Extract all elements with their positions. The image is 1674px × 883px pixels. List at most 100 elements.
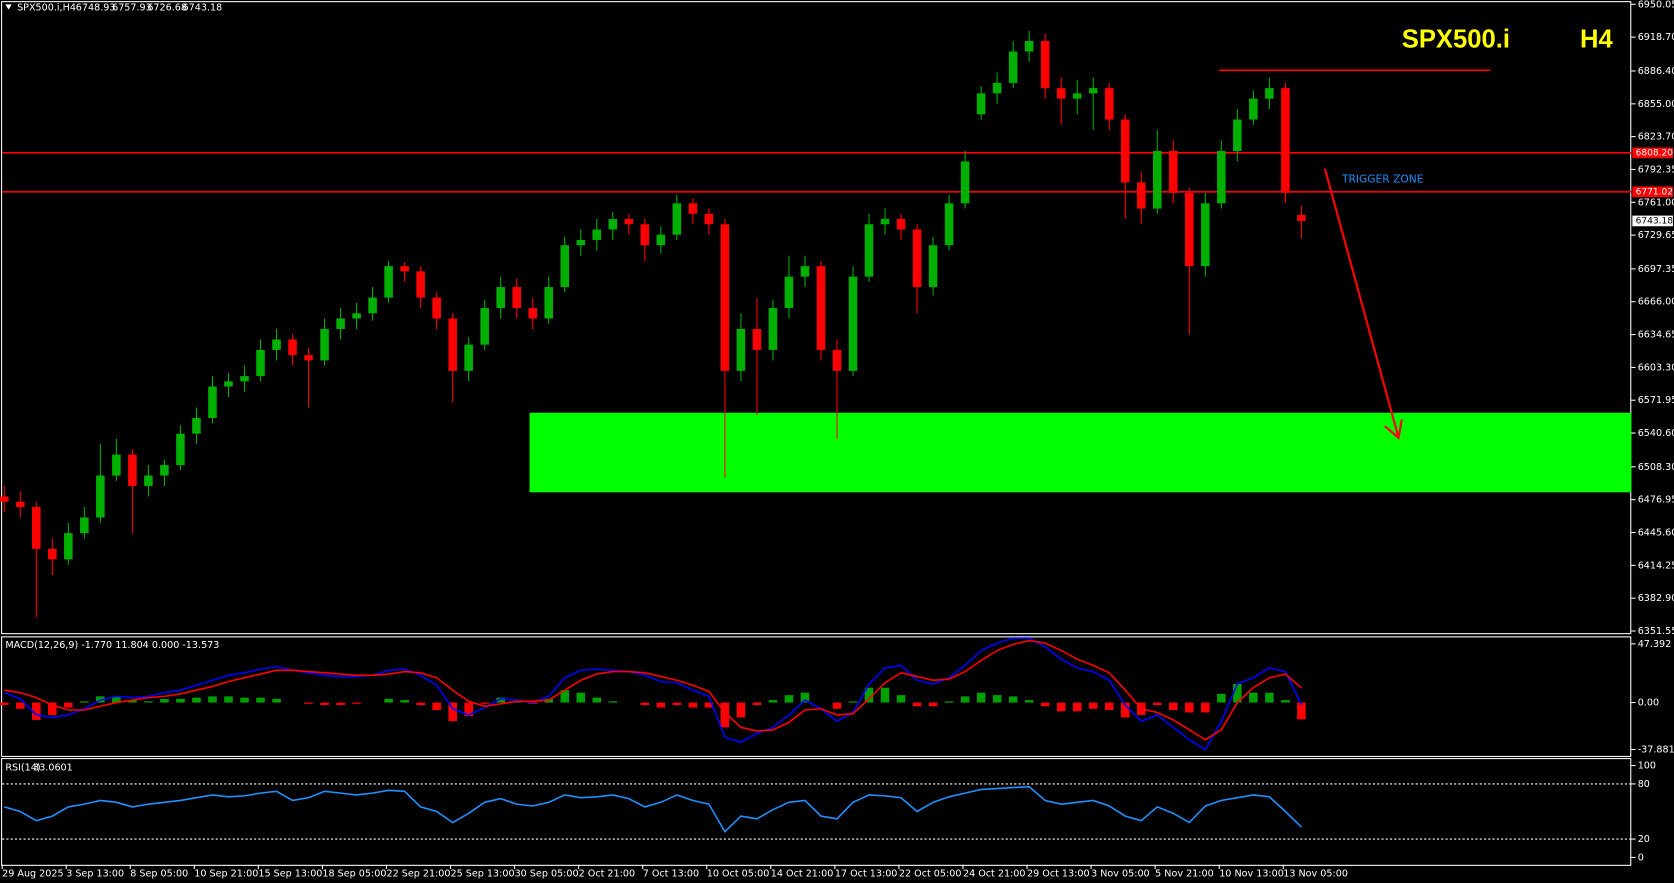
rsi-last: 33.0601 [33, 763, 73, 774]
ohlc-low: 6726.68 [147, 3, 187, 14]
candle-body [496, 287, 505, 309]
candle-body [80, 517, 89, 534]
y-tick-label: 6950.05 [1638, 0, 1674, 10]
histogram-bar [48, 702, 57, 715]
y-tick-label: 0.00 [1638, 698, 1659, 709]
histogram-bar [1088, 702, 1098, 709]
histogram-bar [896, 695, 906, 703]
x-tick-label: 17 Oct 13:00 [835, 868, 898, 879]
histogram-bar [304, 702, 313, 704]
x-tick-label: 10 Nov 13:00 [1219, 868, 1284, 879]
candle-body [384, 266, 393, 298]
candle-body [1088, 88, 1098, 94]
candle-body [0, 496, 9, 502]
candle-body [576, 239, 586, 246]
y-tick-label: 6414.25 [1638, 560, 1674, 571]
candle-body [816, 266, 826, 350]
candle-body [1104, 88, 1114, 120]
macd-panel-frame [1, 636, 1632, 757]
histogram-bar [16, 702, 25, 709]
rsi-panel-frame [1, 758, 1632, 866]
candle-body [832, 349, 842, 371]
candle-body [864, 224, 874, 277]
candle-body [480, 308, 489, 345]
candle-body [656, 234, 666, 246]
y-tick-label: 6918.70 [1638, 32, 1674, 43]
candle-body [416, 271, 425, 298]
x-tick-label: 2 Oct 21:00 [579, 868, 635, 879]
candle-body [272, 339, 281, 350]
histogram-bar [480, 702, 489, 704]
x-tick-label: 22 Sep 21:00 [386, 868, 450, 879]
x-tick-label: 3 Sep 13:00 [66, 868, 124, 879]
histogram-bar [384, 698, 393, 703]
histogram-bar [1265, 692, 1274, 703]
histogram-bar [1233, 683, 1242, 703]
x-tick-label: 24 Oct 21:00 [963, 868, 1026, 879]
arrow [1323, 168, 1400, 439]
candle-body [144, 475, 153, 487]
y-tick-label: 80 [1638, 779, 1650, 790]
histogram-bar [1040, 702, 1050, 707]
timeframe: H4 [1580, 25, 1613, 53]
x-tick-label: 29 Aug 2025 [2, 868, 63, 879]
candle-body [1120, 119, 1130, 183]
histogram-bar [1072, 702, 1082, 712]
candle-body [96, 475, 105, 518]
y-tick-label: 6823.70 [1638, 132, 1674, 143]
arrow-head [1383, 419, 1403, 440]
candle-body [1185, 192, 1194, 267]
candle-body [1217, 150, 1226, 204]
x-tick-label: 10 Sep 21:00 [194, 868, 258, 879]
x-tick-label: 3 Nov 05:00 [1091, 868, 1150, 879]
x-tick-label: 25 Sep 13:00 [451, 868, 515, 879]
y-tick-label: 6729.65 [1638, 230, 1674, 241]
y-tick-label: 100 [1638, 761, 1656, 772]
candle-body [1024, 41, 1034, 52]
candle-body [544, 287, 554, 319]
candle-body [800, 266, 810, 277]
level-label: 6808.20 [1636, 148, 1674, 158]
plot [0, 30, 1632, 840]
candle-body [1169, 150, 1178, 193]
candle-body [1233, 119, 1242, 151]
histogram-bar [176, 698, 185, 703]
last-price-box [1632, 215, 1673, 227]
x-tick-label: 8 Sep 05:00 [130, 868, 188, 879]
candle-body [224, 381, 233, 387]
histogram-bar [1249, 692, 1258, 703]
histogram-bar [1185, 702, 1194, 713]
candle-body [112, 454, 121, 476]
series-line [4, 785, 1302, 834]
histogram-bar [448, 702, 457, 722]
candle-body [672, 203, 682, 235]
candle-body [688, 203, 698, 214]
histogram-bar [944, 701, 954, 703]
candle-body [192, 417, 201, 434]
histogram-bar [992, 695, 1002, 703]
histogram-bar [640, 702, 650, 706]
histogram-bar [496, 697, 505, 703]
histogram-bar [864, 687, 874, 703]
histogram-bar [784, 695, 794, 703]
histogram-bar [432, 702, 441, 710]
annotation: TRIGGER ZONE [1341, 172, 1424, 185]
histogram-bar [272, 698, 281, 703]
histogram-bar [1217, 693, 1226, 703]
candle-body [128, 454, 137, 487]
y-tick-label: 6634.65 [1638, 330, 1674, 341]
histogram-bar [128, 700, 137, 703]
candle-body [16, 501, 25, 507]
candle-body [1201, 203, 1210, 267]
y-tick-label: 6351.55 [1638, 626, 1674, 637]
y-tick-label: 0 [1638, 852, 1644, 863]
y-tick-label: 6697.35 [1638, 264, 1674, 275]
candle-body [960, 161, 970, 204]
candle-body [208, 386, 217, 418]
histogram-bar [608, 701, 618, 703]
candle-body [288, 339, 297, 356]
candle-body [400, 266, 409, 272]
candle-body [160, 465, 169, 476]
y-tick-label: 6761.00 [1638, 197, 1674, 208]
histogram-bar [224, 696, 233, 703]
